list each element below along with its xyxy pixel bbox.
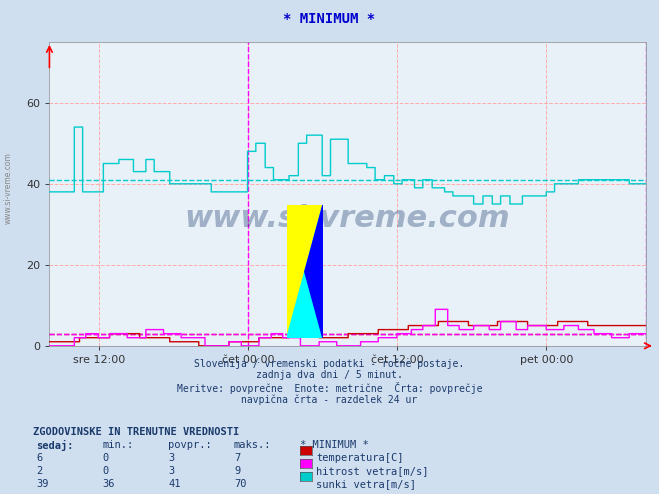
Polygon shape [287,205,323,338]
Text: navpična črta - razdelek 24 ur: navpična črta - razdelek 24 ur [241,394,418,405]
Text: www.si-vreme.com: www.si-vreme.com [4,152,13,224]
Text: 39: 39 [36,479,49,489]
Text: 70: 70 [234,479,246,489]
Text: * MINIMUM *: * MINIMUM * [283,12,376,26]
Polygon shape [304,205,323,338]
Text: ZGODOVINSKE IN TRENUTNE VREDNOSTI: ZGODOVINSKE IN TRENUTNE VREDNOSTI [33,427,239,437]
Text: temperatura[C]: temperatura[C] [316,453,404,463]
Text: 0: 0 [102,453,108,463]
Text: Slovenija / vremenski podatki - ročne postaje.: Slovenija / vremenski podatki - ročne po… [194,358,465,369]
Text: zadnja dva dni / 5 minut.: zadnja dva dni / 5 minut. [256,370,403,380]
Text: 36: 36 [102,479,115,489]
Text: sedaj:: sedaj: [36,440,74,451]
Polygon shape [287,205,323,338]
Text: Meritve: povprečne  Enote: metrične  Črta: povprečje: Meritve: povprečne Enote: metrične Črta:… [177,382,482,394]
Text: maks.:: maks.: [234,440,272,450]
Text: 3: 3 [168,466,174,476]
Text: 7: 7 [234,453,240,463]
Text: www.si-vreme.com: www.si-vreme.com [185,204,511,233]
Text: povpr.:: povpr.: [168,440,212,450]
Text: 41: 41 [168,479,181,489]
Text: hitrost vetra[m/s]: hitrost vetra[m/s] [316,466,429,476]
Text: min.:: min.: [102,440,133,450]
Text: 9: 9 [234,466,240,476]
Text: * MINIMUM *: * MINIMUM * [300,440,368,450]
Text: 0: 0 [102,466,108,476]
Text: 6: 6 [36,453,42,463]
Text: 2: 2 [36,466,42,476]
Text: 3: 3 [168,453,174,463]
Text: sunki vetra[m/s]: sunki vetra[m/s] [316,479,416,489]
